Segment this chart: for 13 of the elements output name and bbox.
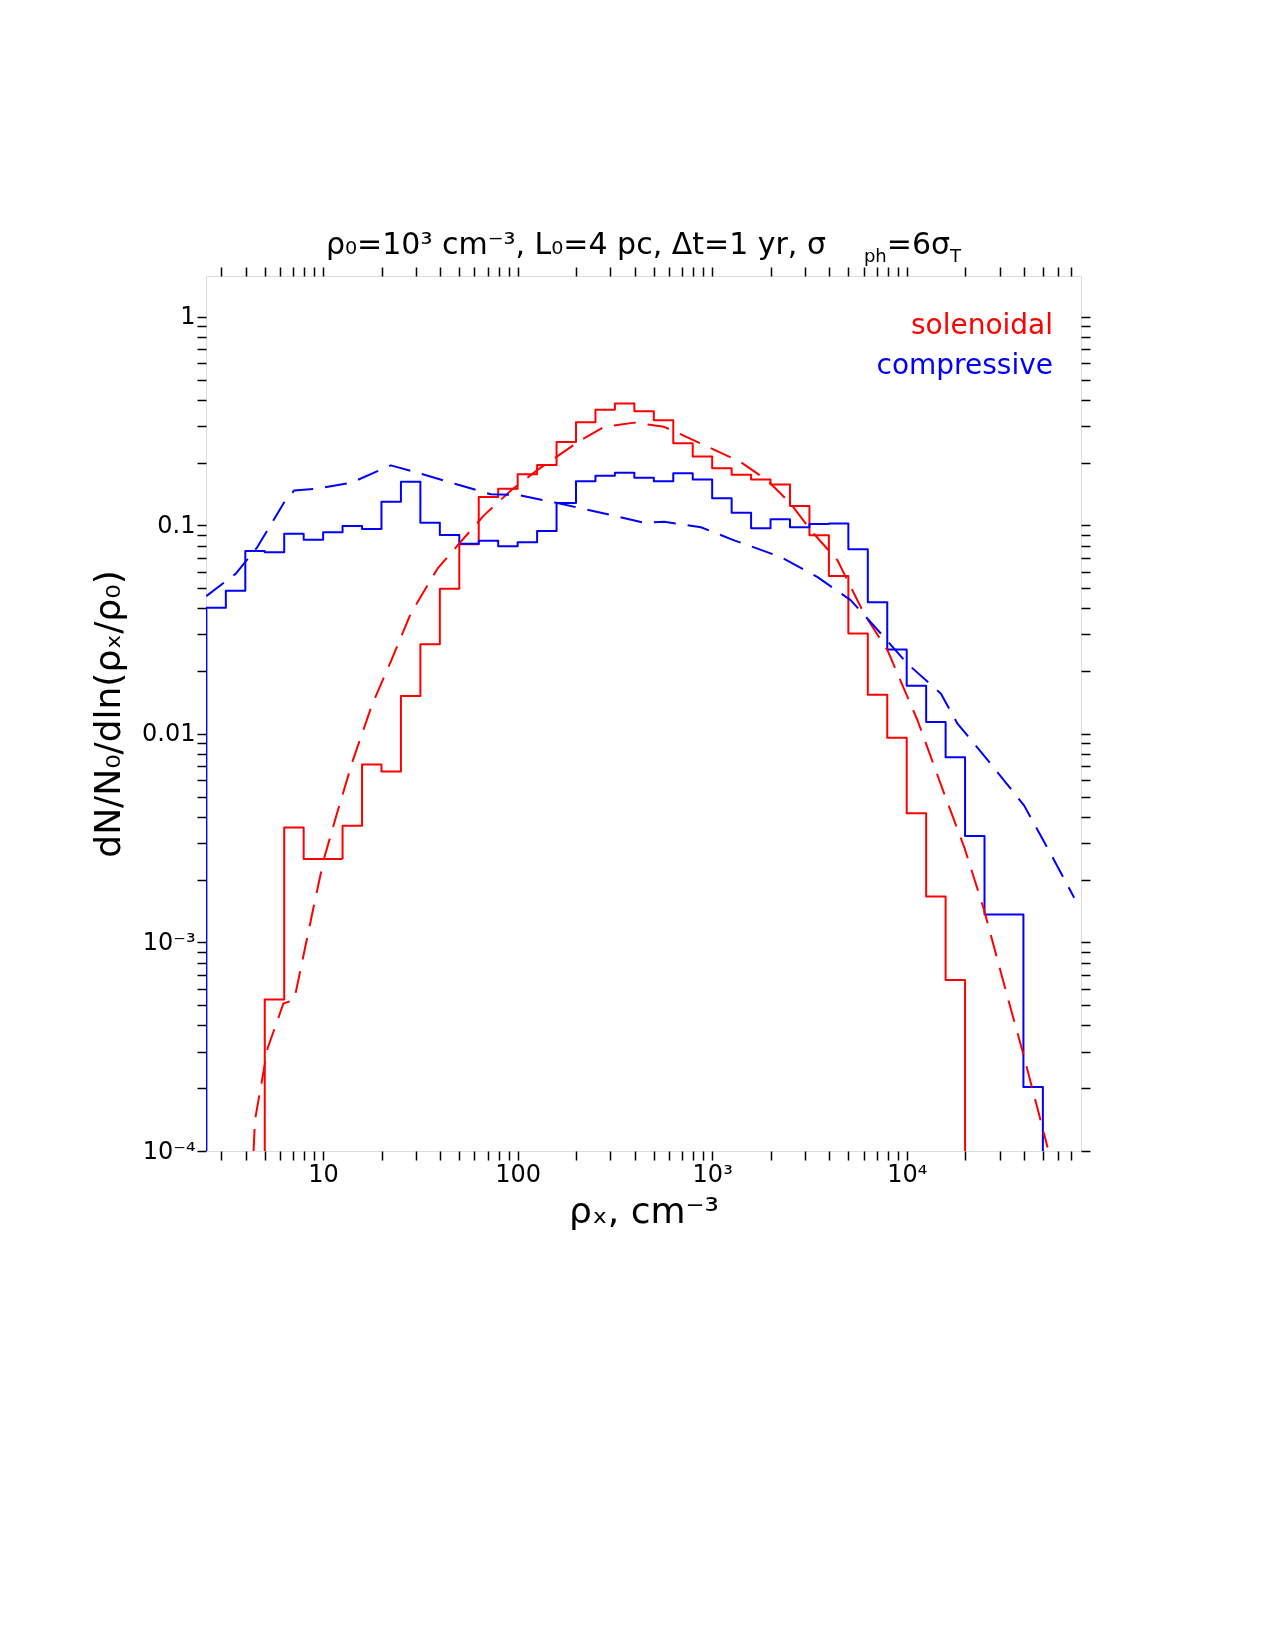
x-axis-title: ρₓ, cm⁻³ bbox=[568, 1189, 720, 1231]
y-tick-label: 10⁻³ bbox=[142, 927, 196, 956]
y-tick-label: 1 bbox=[180, 302, 196, 331]
x-tick-label: 100 bbox=[495, 1159, 542, 1188]
y-tick-label: 0.01 bbox=[142, 719, 196, 748]
x-tick-label: 10⁴ bbox=[887, 1159, 928, 1188]
x-tick-label: 10³ bbox=[692, 1159, 733, 1188]
y-axis-title: dN/N₀/dln(ρₓ/ρ₀) bbox=[87, 570, 129, 858]
x-tick-label: 10 bbox=[308, 1159, 339, 1188]
y-tick-label: 10⁻⁴ bbox=[142, 1136, 196, 1165]
y-tick-label: 0.1 bbox=[157, 510, 196, 539]
text: compressive bbox=[876, 348, 1053, 381]
text: solenoidal bbox=[910, 308, 1053, 341]
